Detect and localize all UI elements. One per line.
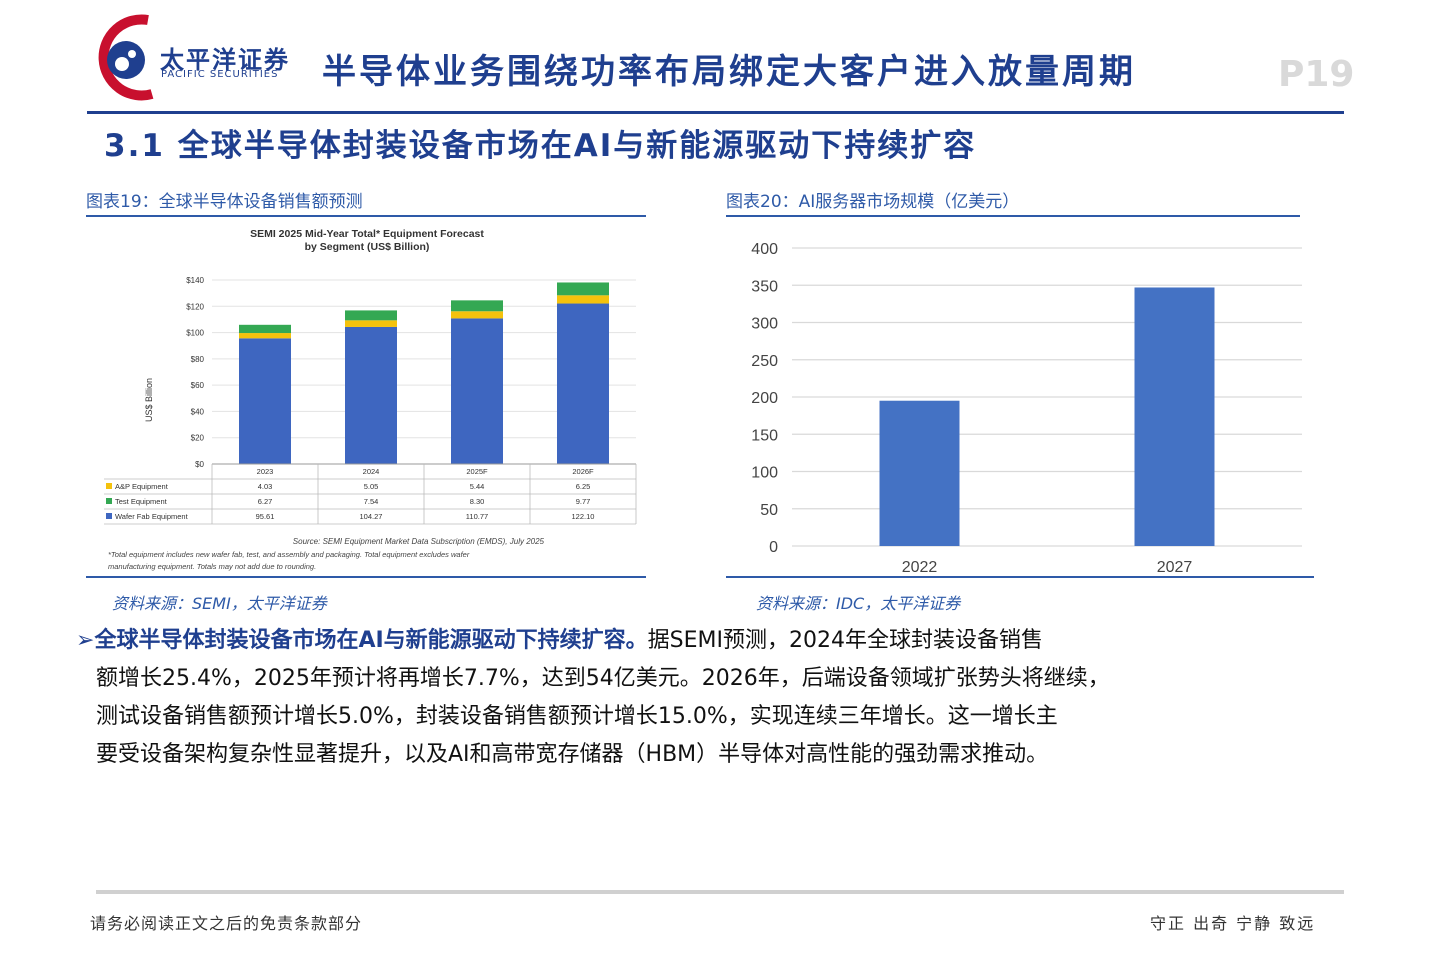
semi-bar-a-p-equipment-2024 — [345, 320, 397, 327]
paragraph-lead: 全球半导体封装设备市场在AI与新能源驱动下持续扩容。 — [94, 628, 648, 653]
bullet-arrow-icon: ➢ — [76, 628, 95, 653]
semi-bar-a-p-equipment-2023 — [239, 333, 291, 339]
semi-y-tick-label: $60 — [191, 381, 205, 390]
idc-y-tick-label: 0 — [769, 539, 778, 556]
semi-bar-wafer-fab-equipment-2026F — [557, 303, 609, 464]
semi-legend-label: Test Equipment — [115, 497, 168, 506]
semi-y-axis-label: US$ Billion — [144, 378, 154, 422]
semi-x-tick-label: 2023 — [257, 467, 274, 476]
logo-chinese-name: 太平洋证券 — [160, 46, 290, 74]
header-divider — [87, 111, 1344, 114]
idc-y-tick-label: 200 — [751, 390, 778, 407]
semi-bar-wafer-fab-equipment-2025F — [451, 318, 503, 464]
paragraph-line-1-rest: 据SEMI预测，2024年全球封装设备销售 — [647, 628, 1043, 653]
semi-legend-swatch — [106, 513, 112, 519]
semi-x-tick-label: 2026F — [572, 467, 594, 476]
figure-right-caption: 图表20：AI服务器市场规模（亿美元） — [726, 192, 1020, 212]
semi-bar-a-p-equipment-2026F — [557, 295, 609, 304]
footer-motto: 守正 出奇 宁静 致远 — [1150, 914, 1316, 933]
figure-left-bottom-rule — [86, 576, 646, 578]
logo-english-name: PACIFIC SECURITIES — [161, 69, 279, 80]
idc-x-tick-label: 2027 — [1157, 559, 1193, 576]
idc-bar-2027 — [1134, 287, 1215, 546]
semi-y-tick-label: $140 — [186, 276, 204, 285]
semi-y-tick-label: $120 — [186, 302, 204, 311]
semi-table-value: 6.25 — [576, 482, 591, 491]
figure-left-source: 资料来源：SEMI，太平洋证券 — [112, 594, 327, 613]
semi-bar-wafer-fab-equipment-2024 — [345, 326, 397, 464]
pacific-securities-logo — [98, 14, 154, 101]
figure-right-bottom-rule — [726, 576, 1314, 578]
idc-y-tick-label: 150 — [751, 427, 778, 444]
semi-legend-swatch — [106, 498, 112, 504]
semi-bar-a-p-equipment-2025F — [451, 311, 503, 319]
semi-bar-test-equipment-2024 — [345, 310, 397, 321]
semi-bar-wafer-fab-equipment-2023 — [239, 338, 291, 464]
idc-y-tick-label: 300 — [751, 316, 778, 333]
semi-table-value: 5.05 — [364, 482, 379, 491]
semi-table-value: 7.54 — [364, 497, 379, 506]
semi-chart-title-line2: by Segment (US$ Billion) — [305, 241, 430, 253]
paragraph-line-3: 测试设备销售额预计增长5.0%，封装设备销售额预计增长15.0%，实现连续三年增… — [96, 704, 1058, 729]
semi-table-value: 8.30 — [470, 497, 485, 506]
semi-footnote-line1: *Total equipment includes new wafer fab,… — [108, 550, 470, 559]
idc-y-tick-label: 350 — [751, 278, 778, 295]
semi-source-note: Source: SEMI Equipment Market Data Subsc… — [293, 537, 545, 546]
idc-x-tick-label: 2022 — [902, 559, 938, 576]
semi-table-value: 110.77 — [466, 512, 488, 521]
paragraph-line-2: 额增长25.4%，2025年预计将再增长7.7%，达到54亿美元。2026年，后… — [96, 666, 1110, 691]
semi-equipment-forecast-chart: SEMI 2025 Mid-Year Total* Equipment Fore… — [104, 228, 637, 571]
body-paragraph: ➢全球半导体封装设备市场在AI与新能源驱动下持续扩容。据SEMI预测，2024年… — [76, 622, 1308, 774]
footer-divider — [96, 890, 1344, 894]
footer-disclaimer: 请务必阅读正文之后的免责条款部分 — [90, 914, 363, 933]
semi-y-tick-label: $80 — [191, 355, 205, 364]
semi-table-value: 4.03 — [258, 482, 273, 491]
semi-legend-label: A&P Equipment — [115, 482, 169, 491]
section-title: 3.1 全球半导体封装设备市场在AI与新能源驱动下持续扩容 — [104, 128, 977, 164]
idc-y-tick-label: 50 — [760, 502, 778, 519]
page-number: P19 — [1278, 54, 1355, 95]
semi-table-value: 5.44 — [470, 482, 485, 491]
semi-bar-test-equipment-2025F — [451, 300, 503, 312]
figure-right-top-rule — [726, 215, 1300, 217]
semi-y-tick-label: $20 — [191, 434, 205, 443]
semi-legend-swatch — [106, 483, 112, 489]
semi-x-tick-label: 2024 — [363, 467, 380, 476]
idc-y-tick-label: 250 — [751, 353, 778, 370]
semi-table-value: 6.27 — [258, 497, 273, 506]
semi-legend-label: Wafer Fab Equipment — [115, 512, 189, 521]
semi-table-value: 9.77 — [576, 497, 591, 506]
idc-y-tick-label: 400 — [751, 241, 778, 258]
semi-chart-title-line1: SEMI 2025 Mid-Year Total* Equipment Fore… — [250, 228, 484, 240]
semi-bar-test-equipment-2026F — [557, 282, 609, 296]
idc-bar-2022 — [879, 400, 960, 546]
semi-y-tick-label: $100 — [186, 329, 204, 338]
semi-y-tick-label: $40 — [191, 407, 205, 416]
figure-left-caption: 图表19：全球半导体设备销售额预测 — [86, 192, 363, 212]
semi-table-value: 95.61 — [256, 512, 275, 521]
semi-y-tick-label: $0 — [195, 460, 204, 469]
semi-table-value: 104.27 — [360, 512, 383, 521]
figure-left-top-rule — [86, 215, 646, 217]
page-title: 半导体业务围绕功率布局绑定大客户进入放量周期 — [322, 52, 1136, 92]
semi-table-value: 122.10 — [572, 512, 595, 521]
paragraph-line-1: ➢全球半导体封装设备市场在AI与新能源驱动下持续扩容。据SEMI预测，2024年… — [76, 622, 1308, 660]
paragraph-line-4: 要受设备架构复杂性显著提升，以及AI和高带宽存储器（HBM）半导体对高性能的强劲… — [96, 742, 1049, 767]
semi-footnote-line2: manufacturing equipment. Totals may not … — [108, 562, 316, 571]
ai-server-market-chart: 0 50 100 150 200 250 300 350 400 2022 2027 — [751, 241, 1302, 576]
semi-x-tick-label: 2025F — [466, 467, 488, 476]
idc-y-tick-label: 100 — [751, 465, 778, 482]
semi-bar-test-equipment-2023 — [239, 324, 291, 334]
figure-right-source: 资料来源：IDC，太平洋证券 — [756, 594, 961, 613]
